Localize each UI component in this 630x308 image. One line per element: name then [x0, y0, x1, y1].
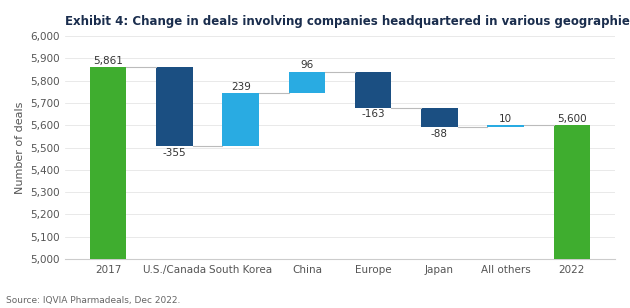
Text: 10: 10: [499, 114, 512, 124]
Bar: [156, 67, 193, 146]
Bar: [421, 108, 457, 128]
Text: 96: 96: [301, 60, 314, 70]
Text: Exhibit 4: Change in deals involving companies headquartered in various geograph: Exhibit 4: Change in deals involving com…: [65, 15, 630, 28]
Text: 5,861: 5,861: [93, 56, 123, 66]
Text: 5,600: 5,600: [557, 114, 587, 124]
Bar: [554, 125, 590, 259]
Bar: [355, 71, 391, 108]
Bar: [488, 125, 524, 128]
Y-axis label: Number of deals: Number of deals: [15, 101, 25, 194]
Text: 239: 239: [231, 82, 251, 91]
Text: -355: -355: [163, 148, 186, 157]
Text: -163: -163: [362, 109, 385, 119]
Text: -88: -88: [431, 129, 448, 139]
Text: Source: IQVIA Pharmadeals, Dec 2022.: Source: IQVIA Pharmadeals, Dec 2022.: [6, 296, 181, 305]
Bar: [90, 67, 127, 259]
Bar: [289, 71, 325, 93]
Bar: [222, 93, 259, 146]
